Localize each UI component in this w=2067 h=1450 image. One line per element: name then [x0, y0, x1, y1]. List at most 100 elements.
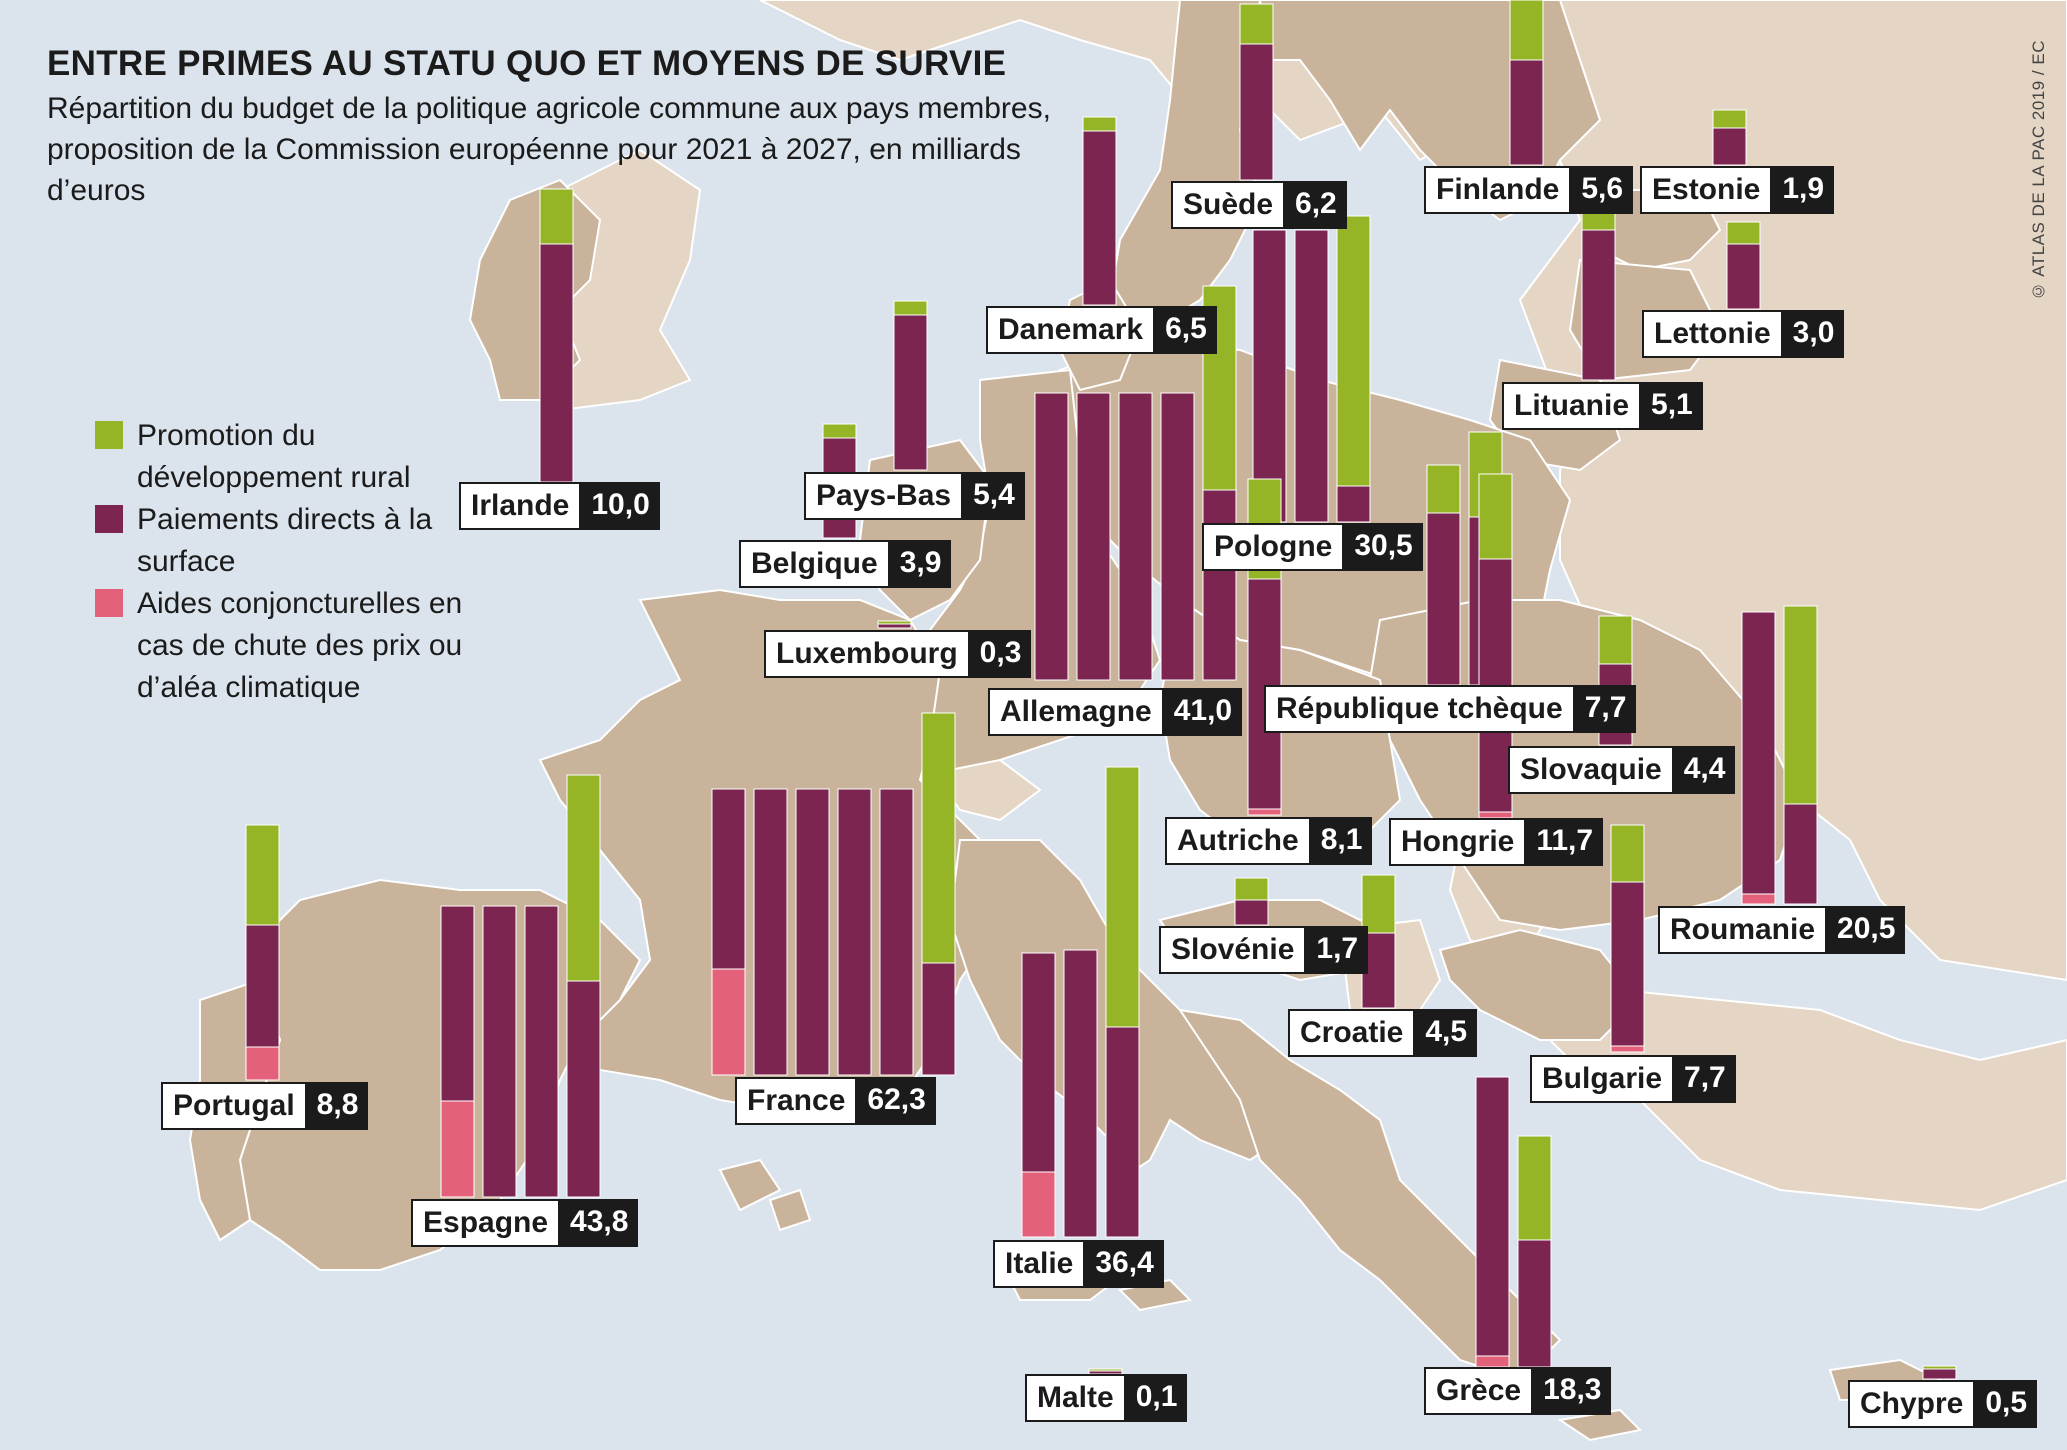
source-credit: © ATLAS DE LA PAC 2019 / EC — [2029, 40, 2048, 301]
bar-segment-grece-aid — [1475, 1355, 1510, 1368]
country-label-autriche: Autriche 8,1 — [1165, 817, 1373, 865]
bar-segment-hongrie-rural — [1478, 473, 1513, 560]
country-total: 8,1 — [1310, 817, 1373, 865]
country-label-slovaquie: Slovaquie 4,4 — [1508, 746, 1736, 794]
country-label-pologne: Pologne 30,5 — [1202, 523, 1423, 571]
country-total: 1,9 — [1772, 166, 1835, 214]
country-label-espagne: Espagne 43,8 — [411, 1199, 639, 1247]
country-name: Lituanie — [1502, 382, 1642, 430]
legend-item-aid: Aides conjoncturelles en cas de chute de… — [95, 583, 475, 709]
country-total: 0,3 — [969, 630, 1032, 678]
country-label-grece: Grèce 18,3 — [1424, 1367, 1612, 1415]
country-name: Croatie — [1288, 1009, 1416, 1057]
country-total: 62,3 — [857, 1077, 936, 1125]
country-label-croatie: Croatie 4,5 — [1288, 1009, 1478, 1057]
country-total: 0,1 — [1125, 1374, 1188, 1422]
country-label-irlande: Irlande 10,0 — [459, 482, 660, 530]
bar-segment-danemark-rural — [1082, 116, 1117, 132]
bar-segment-italie-direct — [1105, 1026, 1140, 1238]
bar-segment-allemagne-direct — [1202, 489, 1237, 681]
bar-segment-france-rural — [921, 712, 956, 964]
country-total: 4,5 — [1415, 1009, 1478, 1057]
bar-segment-finlande-rural — [1509, 0, 1544, 61]
country-total: 30,5 — [1344, 523, 1423, 571]
bar-segment-pologne-direct — [1252, 229, 1287, 523]
country-label-luxembourg: Luxembourg 0,3 — [764, 630, 1032, 678]
country-name: Suède — [1171, 181, 1286, 229]
bar-segment-suede-rural — [1239, 3, 1274, 45]
bar-segment-italie-rural — [1105, 766, 1140, 1028]
bar-segment-espagne-direct — [482, 905, 517, 1198]
country-label-allemagne: Allemagne 41,0 — [988, 688, 1243, 736]
country-total: 20,5 — [1827, 906, 1906, 954]
bar-segment-luxembourg-rural — [877, 620, 912, 625]
country-label-suede: Suède 6,2 — [1171, 181, 1347, 229]
bar-segment-espagne-direct — [524, 905, 559, 1198]
bar-segment-autriche-aid — [1247, 808, 1282, 816]
bar-segment-roumanie-direct — [1783, 803, 1818, 905]
country-label-estonie: Estonie 1,9 — [1640, 166, 1835, 214]
bar-segment-france-direct — [879, 788, 914, 1076]
country-total: 11,7 — [1526, 818, 1604, 866]
country-name: Pologne — [1202, 523, 1345, 571]
bar-segment-france-direct — [711, 788, 746, 970]
country-total: 10,0 — [581, 482, 660, 530]
bar-segment-allemagne-direct — [1034, 392, 1069, 681]
bar-layer — [245, 0, 1957, 1380]
country-total: 43,8 — [560, 1199, 639, 1247]
bar-segment-slovenie-rural — [1234, 877, 1269, 901]
legend-item-direct: Paiements directs à la surface — [95, 499, 475, 583]
legend-label-aid: Aides conjoncturelles en cas de chute de… — [137, 587, 463, 704]
country-name: Malte — [1025, 1374, 1126, 1422]
bar-segment-pays-bas-direct — [893, 314, 928, 471]
bar-segment-danemark-direct — [1082, 130, 1117, 306]
country-label-roumanie: Roumanie 20,5 — [1658, 906, 1906, 954]
bar-segment-chypre-direct — [1922, 1368, 1957, 1380]
bar-segment-espagne-direct — [566, 980, 601, 1198]
chart-subtitle: Répartition du budget de la politique ag… — [47, 92, 1051, 207]
bar-segment-slovaquie-rural — [1598, 615, 1633, 665]
country-label-france: France 62,3 — [735, 1077, 936, 1125]
country-label-lettonie: Lettonie 3,0 — [1642, 310, 1845, 358]
bar-segment-espagne-aid — [440, 1100, 475, 1198]
country-total: 6,5 — [1155, 306, 1217, 354]
bar-segment-pologne-direct — [1336, 485, 1371, 523]
country-label-bulgarie: Bulgarie 7,7 — [1530, 1055, 1736, 1103]
legend-swatch-rural — [95, 421, 123, 449]
bar-segment-france-direct — [795, 788, 830, 1076]
bar-segment-allemagne-direct — [1076, 392, 1111, 681]
bar-segment-grece-direct — [1475, 1076, 1510, 1357]
bar-segment-estonie-direct — [1712, 127, 1747, 166]
bar-segment-france-direct — [837, 788, 872, 1076]
country-label-belgique: Belgique 3,9 — [739, 540, 952, 588]
legend-swatch-aid — [95, 589, 123, 617]
legend: Promotion du développement rural Paiemen… — [95, 415, 475, 709]
country-total: 7,7 — [1674, 1055, 1736, 1103]
bar-segment-slovenie-direct — [1234, 899, 1269, 926]
country-name: Slovaquie — [1508, 746, 1674, 794]
bar-segment-chypre-rural — [1922, 1365, 1957, 1370]
country-label-chypre: Chypre 0,5 — [1848, 1380, 2038, 1428]
country-name: République tchèque — [1264, 685, 1575, 733]
country-label-pays-bas: Pays-Bas 5,4 — [804, 472, 1025, 520]
bar-segment-italie-direct — [1063, 949, 1098, 1238]
bar-segment-irlande-direct — [539, 243, 574, 483]
bar-segment-republique-tcheque-rural — [1426, 464, 1461, 514]
country-total: 41,0 — [1163, 688, 1243, 736]
country-total: 36,4 — [1085, 1240, 1164, 1288]
country-total: 18,3 — [1533, 1367, 1612, 1415]
legend-label-rural: Promotion du développement rural — [137, 419, 411, 494]
legend-item-rural: Promotion du développement rural — [95, 415, 475, 499]
country-label-portugal: Portugal 8,8 — [161, 1082, 369, 1130]
bar-segment-italie-direct — [1021, 952, 1056, 1173]
bar-segment-malte-rural — [1088, 1368, 1123, 1372]
bar-segment-suede-direct — [1239, 43, 1274, 181]
bar-segment-bulgarie-aid — [1610, 1045, 1645, 1053]
bar-segment-grece-rural — [1517, 1135, 1552, 1241]
country-name: Estonie — [1640, 166, 1773, 214]
country-name: Bulgarie — [1530, 1055, 1675, 1103]
country-name: France — [735, 1077, 858, 1125]
bar-segment-republique-tcheque-direct — [1426, 512, 1461, 686]
